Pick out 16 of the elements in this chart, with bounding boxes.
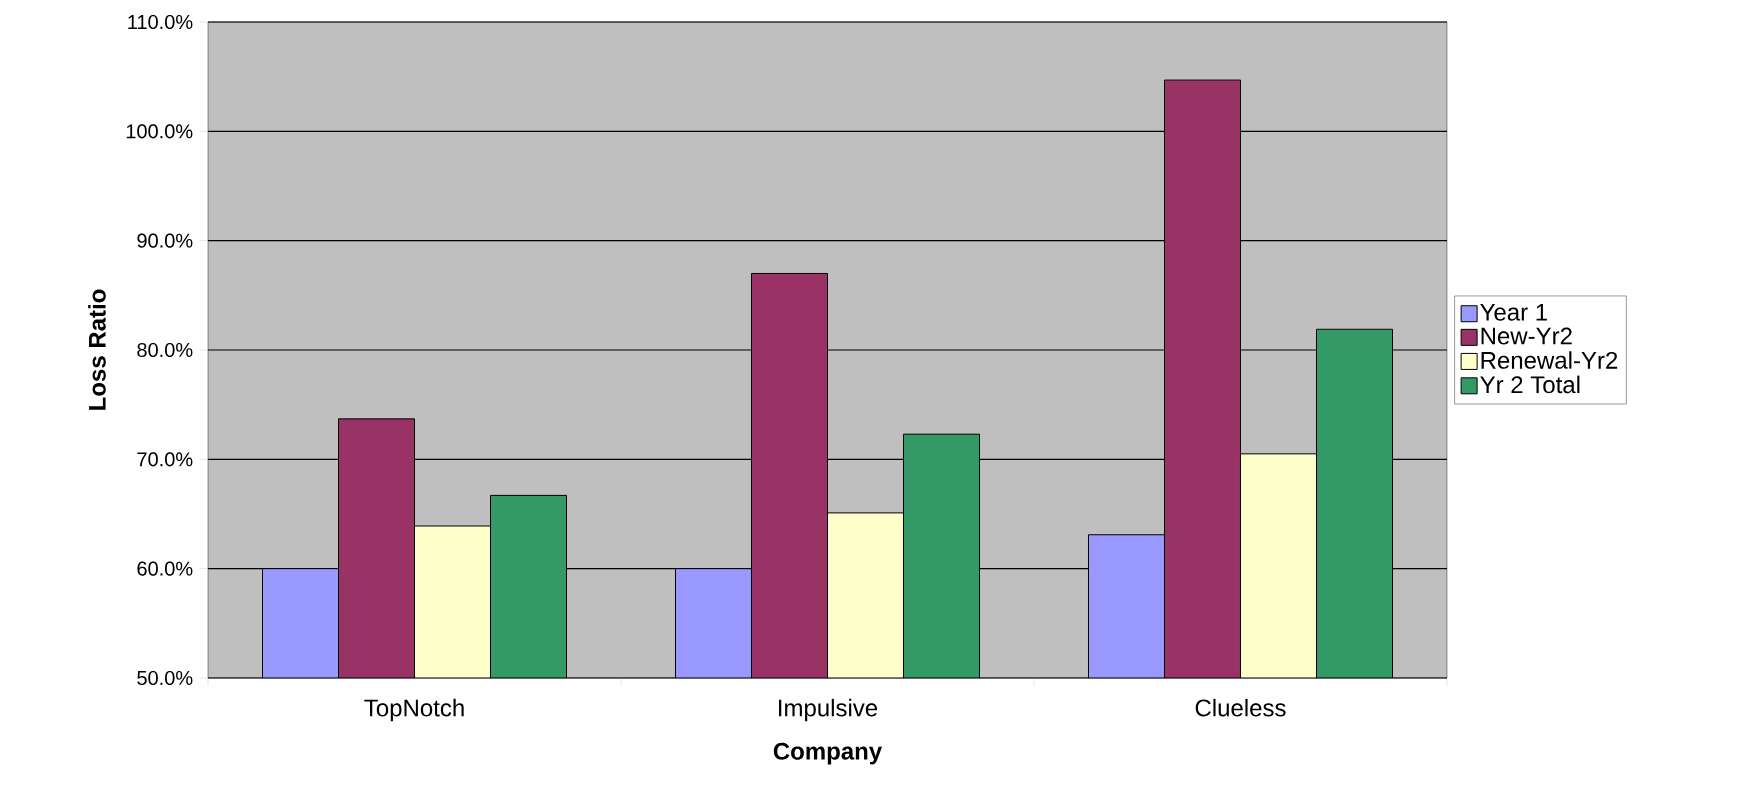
- y-tick-label: 110.0%: [128, 14, 193, 30]
- x-tick-label: Impulsive: [779, 698, 878, 722]
- y-tick-label: 50.0%: [137, 670, 193, 686]
- x-tick-label: Clueless: [1195, 698, 1286, 717]
- legend-label: New-Yr2: [1481, 327, 1572, 345]
- y-tick-label: 60.0%: [137, 561, 193, 576]
- y-tick-label: 70.0%: [137, 452, 193, 467]
- y-tick-label: 90.0%: [137, 233, 193, 248]
- y-tick-label: 80.0%: [137, 342, 193, 358]
- legend-label: Year 1: [1480, 303, 1547, 321]
- x-axis-title: Company: [773, 742, 883, 765]
- y-axis-title: Loss Ratio: [88, 289, 106, 410]
- legend-label: Renewal-Yr2: [1481, 351, 1618, 369]
- legend-label: Yr 2 Total: [1480, 375, 1580, 394]
- y-tick-label: 100.0%: [126, 124, 193, 139]
- x-tick-label: TopNotch: [364, 698, 464, 722]
